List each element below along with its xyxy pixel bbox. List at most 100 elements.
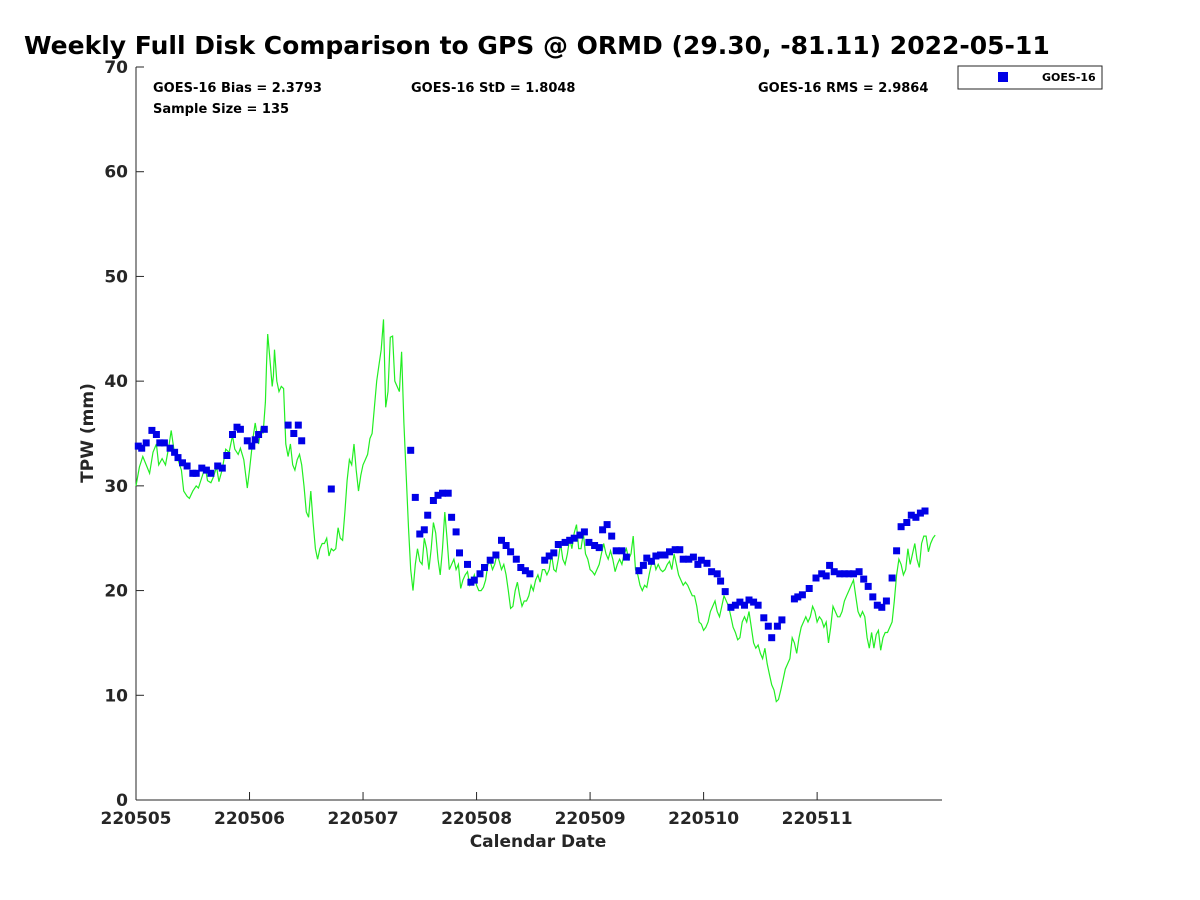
goes-point <box>727 603 735 611</box>
y-tick-label: 10 <box>104 686 128 706</box>
goes-point <box>778 616 786 624</box>
stat-rms: GOES-16 RMS = 2.9864 <box>758 81 928 96</box>
goes-point <box>873 601 881 609</box>
x-tick-label: 220505 <box>101 809 172 829</box>
goes-point <box>618 547 626 555</box>
goes-point <box>717 577 725 585</box>
goes-point <box>570 534 578 542</box>
goes-point <box>561 538 569 546</box>
goes-point <box>826 561 834 569</box>
goes-point <box>512 555 520 563</box>
goes-point <box>921 507 929 515</box>
goes-point <box>676 546 684 554</box>
goes-point <box>486 556 494 564</box>
stat-sample-size: Sample Size = 135 <box>153 102 289 117</box>
goes-point <box>897 523 905 531</box>
goes-point <box>736 598 744 606</box>
goes-point <box>202 466 210 474</box>
goes-point <box>907 511 915 519</box>
y-tick-label: 50 <box>104 267 128 287</box>
goes-point <box>599 526 607 534</box>
goes-point <box>229 431 236 438</box>
goes-point <box>183 462 191 470</box>
goes-point <box>713 570 721 578</box>
goes-point <box>251 436 259 444</box>
goes-point <box>294 421 302 429</box>
goes-point <box>179 459 186 467</box>
goes-point <box>764 622 772 630</box>
goes-point <box>893 547 901 555</box>
goes-point <box>545 552 553 560</box>
y-tick-label: 30 <box>104 477 128 497</box>
goes-point <box>142 439 150 447</box>
x-tick-label: 220508 <box>441 809 512 829</box>
x-tick-label: 220506 <box>214 809 285 829</box>
goes-series <box>134 421 929 642</box>
goes-point <box>679 555 687 563</box>
goes-point <box>464 560 471 568</box>
goes-point <box>840 570 848 578</box>
goes-point <box>603 521 611 529</box>
goes-point <box>689 553 697 561</box>
goes-point <box>218 464 226 472</box>
goes-point <box>864 582 872 590</box>
chart-title: Weekly Full Disk Comparison to GPS @ ORM… <box>24 31 1050 60</box>
goes-point <box>284 421 292 429</box>
goes-point <box>845 570 853 578</box>
goes-point <box>526 570 534 578</box>
goes-point <box>521 567 529 575</box>
goes-point <box>585 538 593 546</box>
legend-label: GOES-16 <box>1042 71 1096 84</box>
goes-point <box>192 469 200 477</box>
goes-point <box>647 557 655 565</box>
goes-point <box>498 536 505 544</box>
goes-point <box>416 530 424 538</box>
goes-point <box>554 541 562 548</box>
x-ticks: 220505 220506 220507 220508 220509 220510 2205… <box>101 792 853 829</box>
goes-point <box>476 570 484 578</box>
goes-point <box>768 634 776 642</box>
goes-point <box>223 452 231 459</box>
goes-point <box>492 551 500 559</box>
goes-point <box>327 485 335 493</box>
goes-point <box>855 568 863 576</box>
goes-point <box>439 489 446 497</box>
goes-point <box>754 601 762 609</box>
goes-point <box>643 554 651 562</box>
goes-point <box>214 462 222 470</box>
goes-point <box>517 564 525 571</box>
goes-point <box>608 532 616 540</box>
x-tick-label: 220511 <box>782 809 853 829</box>
goes-point <box>429 497 437 504</box>
goes-point <box>685 555 693 563</box>
gps-line <box>135 319 936 703</box>
goes-point <box>666 548 673 556</box>
goes-point <box>207 469 215 477</box>
goes-point <box>541 556 549 564</box>
goes-point <box>750 598 758 606</box>
goes-point <box>731 601 739 609</box>
goes-point <box>745 596 753 604</box>
goes-point <box>703 559 711 567</box>
goes-point <box>652 552 660 560</box>
goes-point <box>639 561 647 569</box>
goes-point <box>502 542 510 549</box>
goes-point <box>622 553 630 561</box>
x-tick-label: 220507 <box>328 809 399 829</box>
goes-point <box>657 551 664 559</box>
goes-point <box>507 548 515 556</box>
goes-point <box>836 570 844 578</box>
goes-point <box>424 511 432 519</box>
goes-point <box>260 425 268 433</box>
goes-point <box>798 591 806 599</box>
y-tick-label: 20 <box>104 582 128 602</box>
goes-point <box>708 568 716 576</box>
goes-point <box>580 528 588 536</box>
goes-point <box>444 489 452 497</box>
goes-point <box>912 513 920 521</box>
y-tick-label: 0 <box>116 791 128 811</box>
legend: GOES-16 <box>957 65 1103 90</box>
goes-point <box>566 536 574 544</box>
goes-point <box>248 442 256 450</box>
goes-point <box>635 567 643 575</box>
